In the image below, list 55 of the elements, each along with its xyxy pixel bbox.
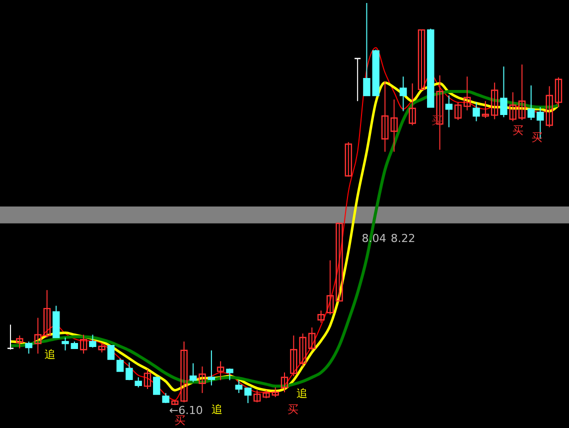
annotation: 追	[212, 403, 222, 416]
candlestick	[244, 386, 252, 404]
candlestick	[299, 333, 306, 367]
candlestick	[490, 82, 498, 120]
candlestick	[235, 380, 242, 394]
candlestick	[6, 324, 14, 350]
annotation: 追	[44, 348, 56, 361]
candlestick	[43, 290, 51, 338]
candlestick	[418, 29, 426, 90]
candlestick	[500, 66, 508, 118]
candlestick	[445, 94, 453, 128]
candlestick	[454, 102, 462, 121]
candlestick	[190, 362, 197, 383]
candlestick	[126, 362, 133, 381]
candlestick	[554, 76, 562, 108]
candlestick	[272, 386, 279, 398]
candlestick	[180, 341, 188, 403]
candlestick	[134, 376, 142, 388]
candlestick	[16, 335, 24, 349]
candlestick	[254, 390, 261, 403]
candlestick	[509, 92, 516, 122]
candlestick	[208, 350, 216, 386]
candlestick	[472, 102, 480, 122]
candlestick	[216, 360, 224, 381]
candlestick	[518, 64, 526, 121]
annotation: 买	[532, 131, 542, 144]
candlestick	[290, 335, 298, 377]
candlestick	[308, 326, 316, 351]
candlestick	[482, 100, 490, 118]
candlestick	[280, 372, 288, 393]
candlestick	[89, 334, 96, 348]
candlestick	[464, 76, 471, 111]
candlestick	[116, 358, 124, 372]
candlestick	[381, 80, 389, 152]
candlestick	[198, 366, 206, 394]
candlestick	[400, 76, 407, 112]
annotation: 8.22	[390, 232, 416, 245]
candlestick	[528, 84, 535, 121]
candlestick	[62, 337, 69, 351]
annotation: 买	[512, 124, 524, 137]
candlestick	[34, 317, 42, 354]
candlestick	[390, 99, 398, 152]
candlestick	[354, 58, 362, 102]
candlestick	[144, 368, 152, 390]
candlestick	[25, 341, 32, 354]
candlestick	[107, 344, 115, 360]
candlestick	[546, 86, 553, 128]
annotation: 追	[296, 387, 308, 400]
candlestick	[344, 142, 352, 178]
annotation: 买	[288, 403, 298, 416]
candlestick	[317, 310, 325, 324]
candlestick	[80, 334, 88, 354]
text: 买	[174, 414, 186, 427]
candlestick	[408, 82, 416, 126]
candlestick	[153, 376, 160, 395]
